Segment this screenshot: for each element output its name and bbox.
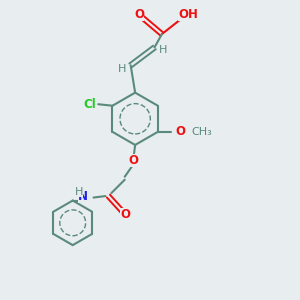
Text: H: H — [74, 187, 83, 197]
Text: H: H — [118, 64, 126, 74]
Text: O: O — [120, 208, 130, 221]
Text: OH: OH — [178, 8, 198, 21]
Text: O: O — [134, 8, 144, 21]
Text: O: O — [176, 125, 186, 138]
Text: O: O — [129, 154, 139, 167]
Text: H: H — [159, 45, 168, 55]
Text: N: N — [78, 190, 88, 203]
Text: CH₃: CH₃ — [191, 127, 212, 137]
Text: Cl: Cl — [84, 98, 97, 111]
